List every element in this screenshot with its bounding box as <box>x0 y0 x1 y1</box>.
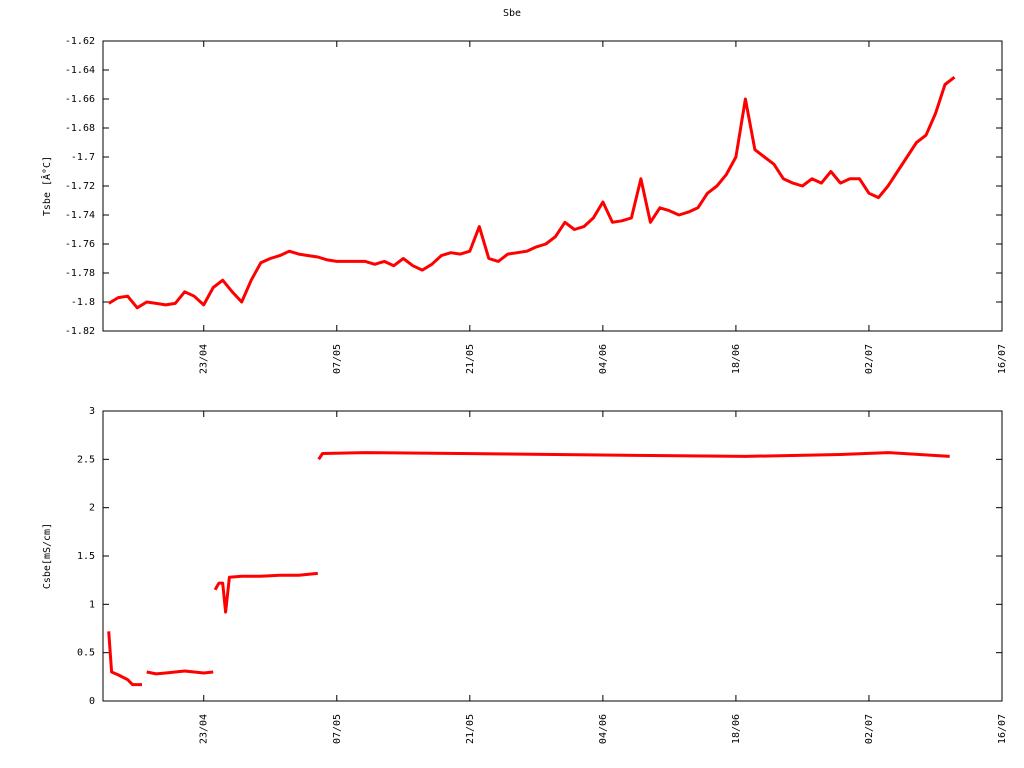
chart-title: Sbe <box>503 8 521 19</box>
x-tick-label: 07/05 <box>332 344 343 374</box>
y-tick-label: -1.76 <box>65 239 95 250</box>
y-tick-label: 2 <box>89 503 95 514</box>
x-tick-label: 02/07 <box>864 714 875 744</box>
x-tick-label: 21/05 <box>465 344 476 374</box>
x-tick-label: 18/06 <box>731 344 742 374</box>
x-tick-label: 23/04 <box>199 714 210 744</box>
x-tick-label: 04/06 <box>598 344 609 374</box>
y-tick-label: -1.82 <box>65 326 95 337</box>
y-tick-label: -1.74 <box>65 210 95 221</box>
x-tick-label: 02/07 <box>864 344 875 374</box>
y-tick-label: 1.5 <box>77 551 95 562</box>
x-tick-label: 16/07 <box>997 714 1008 744</box>
y-tick-label: -1.72 <box>65 181 95 192</box>
y-axis-label: Csbe[mS/cm] <box>42 523 53 589</box>
y-tick-label: -1.66 <box>65 94 95 105</box>
y-tick-label: 0.5 <box>77 648 95 659</box>
y-tick-label: -1.64 <box>65 65 95 76</box>
y-tick-label: -1.7 <box>71 152 95 163</box>
x-tick-label: 04/06 <box>598 714 609 744</box>
y-tick-label: -1.62 <box>65 36 95 47</box>
data-line <box>107 76 956 310</box>
y-tick-label: 2.5 <box>77 454 95 465</box>
x-tick-label: 07/05 <box>332 714 343 744</box>
y-tick-label: 3 <box>89 406 95 417</box>
data-line <box>107 451 950 687</box>
y-tick-label: 1 <box>89 599 95 610</box>
x-tick-label: 23/04 <box>199 344 210 374</box>
x-tick-label: 18/06 <box>731 714 742 744</box>
y-tick-label: -1.78 <box>65 268 95 279</box>
y-tick-label: -1.68 <box>65 123 95 134</box>
y-tick-label: 0 <box>89 696 95 707</box>
plot-frame <box>102 40 1003 332</box>
plot-frame <box>102 410 1003 702</box>
y-tick-label: -1.8 <box>71 297 95 308</box>
y-axis-label: Tsbe [Â°C] <box>40 156 53 216</box>
x-tick-label: 16/07 <box>997 344 1008 374</box>
x-tick-label: 21/05 <box>465 714 476 744</box>
